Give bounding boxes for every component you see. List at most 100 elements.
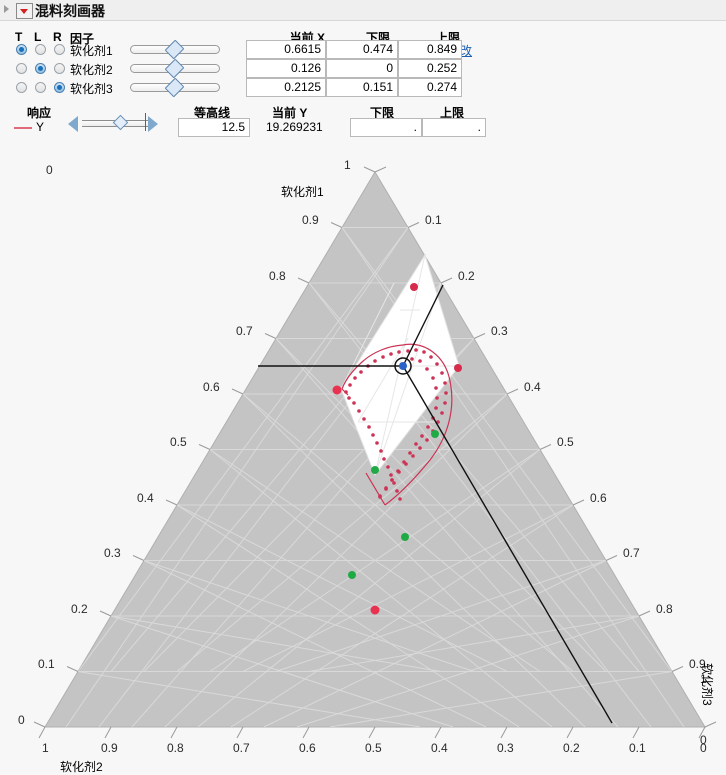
upper-y-field[interactable]: . [422, 118, 486, 137]
axis-label-top: 软化剂1 [281, 185, 324, 199]
radio-t-factor-1[interactable] [16, 44, 27, 55]
tick-left-02: 0.2 [71, 602, 88, 616]
tick-left-05: 0.5 [170, 435, 187, 449]
ternary-grid [65, 227, 685, 727]
current-point-marker[interactable] [394, 357, 412, 375]
current-x-factor-1[interactable]: 0.6615 [246, 40, 326, 59]
tick-bottom-1: 1 [42, 741, 49, 755]
red-triangle-menu-icon[interactable] [16, 3, 33, 19]
header-upper-y: 上限 [439, 106, 464, 120]
radio-t-factor-2[interactable] [16, 63, 27, 74]
tick-left-09: 0.9 [302, 213, 319, 227]
header-r: R [53, 30, 62, 44]
current-y-value: 19.269231 [266, 120, 323, 134]
data-point-green [431, 430, 439, 438]
data-point-green [371, 466, 379, 474]
tick-right-07: 0.7 [623, 546, 640, 560]
contour-slider-thumb[interactable] [112, 114, 129, 131]
response-name: Y [36, 120, 45, 134]
data-point-red [410, 283, 418, 291]
factor-name-1: 软化剂1 [70, 44, 113, 58]
tick-right-06: 0.6 [590, 491, 607, 505]
window-title-bar: 混料刻画器 [0, 0, 726, 21]
header-lower-y: 下限 [369, 106, 394, 120]
tick-bottom-02: 0.2 [563, 741, 580, 755]
lower-y-field[interactable]: . [350, 118, 422, 137]
tick-right-09: 0.9 [689, 657, 706, 671]
contour-slider-left-arrow[interactable] [68, 116, 78, 132]
disclosure-triangle-icon[interactable] [4, 5, 9, 13]
data-points-green [348, 430, 439, 579]
header-l: L [34, 30, 42, 44]
tick-left-01: 0.1 [38, 657, 55, 671]
upper-factor-3[interactable]: 0.274 [398, 78, 462, 97]
tick-right-1: 1 [700, 672, 707, 686]
contour-line [384, 343, 453, 506]
data-point-green [348, 571, 356, 579]
current-x-factor-3[interactable]: 0.2125 [246, 78, 326, 97]
contour-line-bottom [365, 472, 386, 506]
tick-left-0: 0 [18, 713, 25, 727]
crosshair-line-upper[interactable] [402, 284, 444, 367]
axis-ticks [33, 166, 717, 739]
data-point-red [332, 385, 342, 395]
tick-right-05: 0.5 [557, 435, 574, 449]
contour-line-left [341, 344, 404, 390]
header-contour: 等高线 [194, 106, 231, 120]
factor-name-2: 软化剂2 [70, 63, 113, 77]
tick-left-08: 0.8 [269, 269, 286, 283]
tick-bottom-06: 0.6 [299, 741, 316, 755]
radio-r-factor-1[interactable] [54, 44, 65, 55]
tick-left-03: 0.3 [104, 546, 121, 560]
tick-bottom-0: 0 [700, 741, 707, 755]
radio-l-factor-3[interactable] [35, 82, 46, 93]
axis-label-bottom: 软化剂2 [60, 760, 103, 774]
slider-thumb-factor-3[interactable] [164, 77, 185, 98]
radio-l-factor-2[interactable] [35, 63, 46, 74]
tick-bottom-05: 0.5 [365, 741, 382, 755]
lower-factor-3[interactable]: 0.151 [326, 78, 398, 97]
tick-left-04: 0.4 [137, 491, 154, 505]
header-t: T [15, 30, 23, 44]
tick-right-08: 0.8 [656, 602, 673, 616]
tick-top-apex: 0 [46, 163, 53, 177]
slider-thumb-factor-2[interactable] [164, 58, 185, 79]
tick-bottom-07: 0.7 [233, 741, 250, 755]
radio-r-factor-2[interactable] [54, 63, 65, 74]
data-point-green [401, 533, 409, 541]
tick-bottom-09: 0.9 [101, 741, 118, 755]
ternary-contour-plot[interactable]: 0 1 0.9 0.8 0.7 0.6 0.5 0.4 0.3 0.2 0.1 … [0, 145, 726, 774]
upper-factor-2[interactable]: 0.252 [398, 59, 462, 78]
data-point-red [454, 364, 462, 372]
header-response: 响应 [27, 106, 52, 120]
tick-left-1: 1 [344, 158, 351, 172]
tick-right-0: 0 [700, 733, 707, 747]
radio-t-factor-3[interactable] [16, 82, 27, 93]
tick-bottom-04: 0.4 [431, 741, 448, 755]
data-point-red [370, 605, 380, 615]
upper-factor-1[interactable]: 0.849 [398, 40, 462, 59]
header-current-y: 当前 Y [272, 106, 308, 120]
contour-slider-right-arrow[interactable] [148, 116, 158, 132]
radio-r-factor-3[interactable] [54, 82, 65, 93]
data-points-red [332, 283, 462, 615]
tick-left-07: 0.7 [236, 324, 253, 338]
contour-value-field[interactable]: 12.5 [178, 118, 250, 137]
tick-right-01: 0.1 [425, 213, 442, 227]
slider-thumb-factor-1[interactable] [164, 39, 185, 60]
current-x-factor-2[interactable]: 0.126 [246, 59, 326, 78]
tick-left-06: 0.6 [203, 380, 220, 394]
lower-factor-1[interactable]: 0.474 [326, 40, 398, 59]
contour-slider-marker [145, 113, 146, 131]
lower-factor-2[interactable]: 0 [326, 59, 398, 78]
radio-l-factor-1[interactable] [35, 44, 46, 55]
tick-right-03: 0.3 [491, 324, 508, 338]
crosshair-line-lower[interactable] [402, 365, 613, 724]
tick-right-02: 0.2 [458, 269, 475, 283]
ternary-plot-svg[interactable] [0, 145, 726, 764]
axis-label-right: 软化剂3 [700, 663, 714, 706]
factor-name-3: 软化剂3 [70, 82, 113, 96]
tick-bottom-01: 0.1 [629, 741, 646, 755]
response-color-swatch [14, 127, 32, 129]
header-factor: 因子 [70, 32, 95, 46]
